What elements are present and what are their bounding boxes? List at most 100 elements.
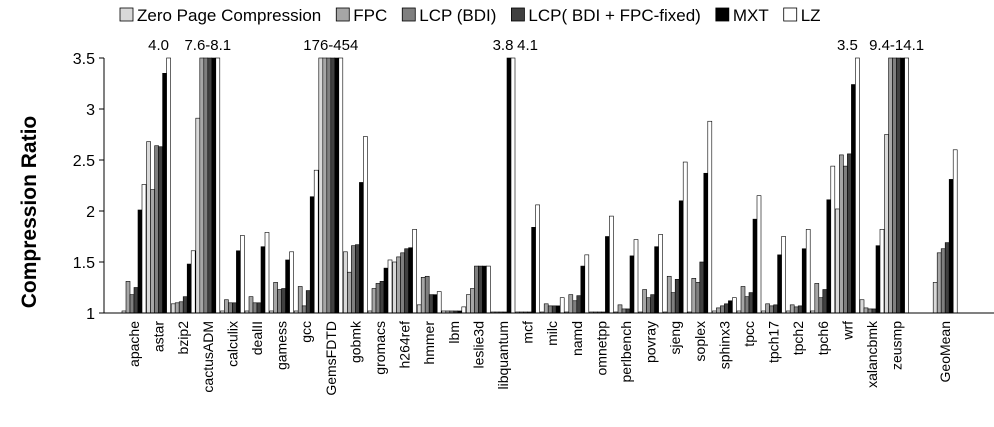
bar [404, 248, 409, 314]
bar [952, 149, 958, 314]
bar [273, 282, 278, 314]
bar-group-apache [121, 184, 147, 314]
bar [392, 261, 397, 314]
bar [777, 254, 782, 314]
bar [141, 184, 147, 314]
bar-group-gromacs [367, 259, 393, 314]
bar [855, 57, 860, 314]
bar [793, 306, 799, 314]
bar [892, 57, 897, 314]
x-axis-categories: apache astar bzip2 cactusADM calculix dealII g… [126, 320, 953, 396]
bar [859, 299, 865, 314]
bar [900, 57, 905, 314]
bar [432, 294, 438, 314]
bar [531, 227, 536, 314]
bar-group-lbm [441, 306, 467, 314]
legend-item: MXT [715, 6, 769, 25]
bar [154, 145, 159, 314]
bar [633, 239, 639, 314]
bar-group-namd [564, 254, 590, 314]
x-tick-label: perlbench [618, 321, 634, 383]
x-tick-label: zeusmp [889, 321, 905, 370]
bar [420, 276, 426, 314]
bar [510, 57, 516, 314]
x-tick-label: leslie3d [470, 321, 486, 368]
bar-group-bzip2 [170, 250, 196, 314]
bar [182, 296, 188, 314]
bar [359, 182, 364, 314]
y-tick-label: 2.5 [73, 153, 95, 170]
bar [748, 292, 754, 314]
bar-group-gemsfdtd [318, 57, 344, 314]
bar [334, 57, 340, 314]
bar [732, 297, 737, 314]
bar [835, 208, 840, 314]
bar [801, 248, 807, 314]
bar [740, 286, 746, 314]
bar [847, 153, 852, 314]
bar [343, 251, 348, 314]
bar-group-hmmer [416, 275, 442, 314]
bar [867, 308, 873, 314]
bar-group-perlbench [613, 239, 639, 314]
y-tick-label: 1.5 [73, 255, 95, 272]
bar [371, 288, 377, 314]
x-tick-label: xalancbmk [864, 320, 880, 388]
bar [297, 286, 303, 314]
bar [461, 306, 467, 314]
bar [543, 303, 549, 314]
bars [121, 57, 958, 314]
x-tick-label: h264ref [397, 321, 413, 369]
bar [400, 252, 405, 314]
legend-item: Zero Page Compression [119, 6, 321, 25]
bar [716, 307, 721, 314]
bar [888, 57, 893, 314]
bar [248, 296, 254, 314]
x-tick-label: calculix [224, 321, 240, 367]
bar [547, 305, 553, 314]
bar [674, 279, 680, 314]
bar [576, 295, 582, 314]
bar [572, 300, 578, 314]
bar [609, 215, 614, 314]
bar [707, 120, 713, 314]
bar-group-gcc [293, 169, 319, 314]
legend-item: FPC [335, 6, 387, 25]
bar-group-astar [146, 57, 171, 314]
bar [506, 57, 512, 314]
bar [580, 265, 586, 314]
bar [756, 195, 762, 314]
bar [338, 57, 344, 314]
bar [568, 294, 574, 314]
x-tick-label: gamess [274, 321, 290, 370]
bar [584, 254, 590, 314]
bar-group-xalancbmk [859, 229, 885, 314]
bar [408, 247, 413, 314]
bar-annotation: 3.5 [837, 37, 858, 54]
bar [379, 281, 385, 314]
bar [363, 136, 368, 314]
bar [215, 57, 221, 314]
bar [486, 265, 491, 314]
legend-label: MXT [733, 6, 769, 25]
legend: Zero Page Compression FPC LCP (BDI) LCP( BD… [119, 6, 821, 25]
bar-group-mcf [515, 204, 540, 314]
bar [195, 117, 201, 314]
bar [285, 259, 290, 314]
bar [752, 218, 758, 314]
x-tick-label: omnetpp [593, 321, 609, 376]
bar [347, 271, 352, 314]
x-tick-label: mcf [520, 321, 536, 344]
bar-group-h264ref [392, 229, 417, 314]
x-tick-label: tpcc [741, 321, 757, 347]
bar [137, 209, 143, 314]
bar [211, 57, 217, 314]
x-tick-label: tpch6 [815, 321, 831, 355]
bar [330, 57, 336, 314]
bar-group-omnetpp [589, 215, 614, 314]
y-axis-ticks: 1 1.5 2 2.5 3 3.5 [73, 51, 104, 323]
x-tick-label: soplex [692, 321, 708, 361]
bar [703, 172, 709, 314]
bar [412, 229, 417, 314]
